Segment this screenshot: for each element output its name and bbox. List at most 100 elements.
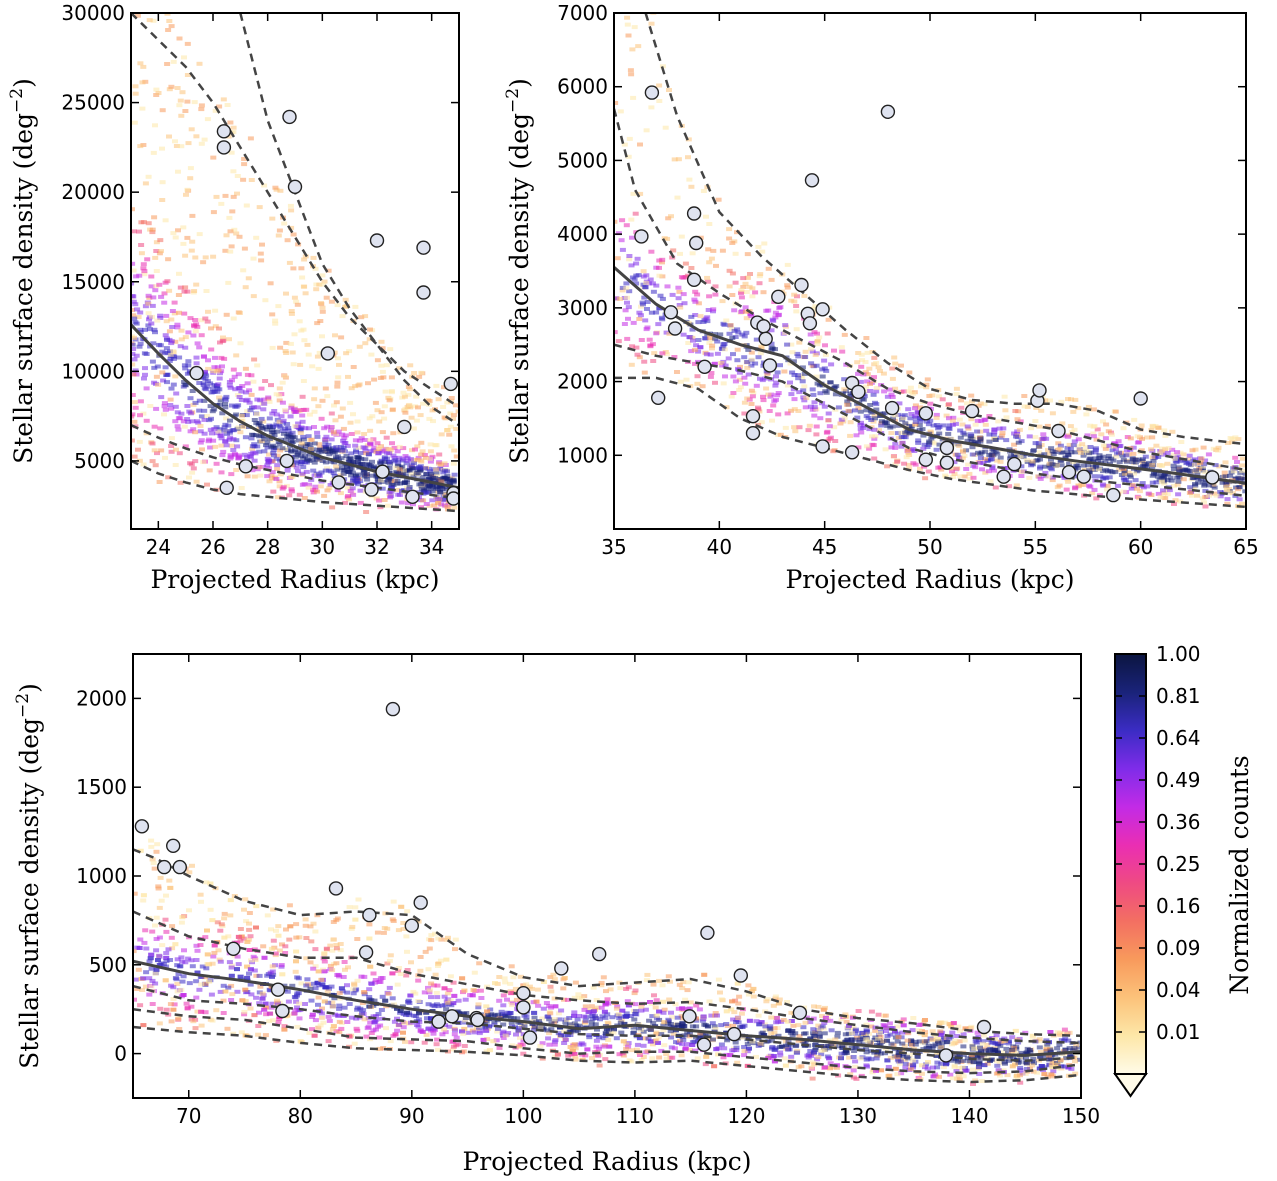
density-cell: [232, 387, 239, 392]
density-cell: [131, 362, 136, 367]
density-cell: [136, 273, 143, 278]
density-cell: [334, 380, 341, 385]
density-cell: [368, 352, 375, 357]
density-cell: [149, 359, 156, 364]
data-point: [880, 104, 896, 120]
density-cell: [390, 431, 397, 436]
density-cell: [274, 495, 281, 500]
density-cell: [321, 279, 328, 284]
density-cell: [352, 443, 359, 448]
density-cell: [227, 249, 234, 254]
density-cell: [496, 975, 503, 979]
density-cell: [910, 391, 917, 396]
density-cell: [154, 364, 161, 369]
density-cell: [266, 452, 272, 457]
density-cell: [302, 460, 309, 465]
density-cell: [988, 453, 995, 458]
density-cell: [192, 400, 199, 405]
density-cell: [311, 409, 318, 414]
density-cell: [400, 446, 407, 451]
density-cell: [710, 307, 717, 312]
density-cell: [196, 345, 203, 350]
density-cell: [250, 256, 257, 261]
density-cell: [451, 448, 458, 453]
data-point: [405, 489, 420, 504]
density-cell: [399, 472, 406, 477]
density-cell: [614, 219, 618, 224]
density-cell: [158, 294, 165, 299]
density-cell: [134, 13, 141, 18]
density-cell: [954, 1034, 961, 1038]
density-cell: [346, 470, 353, 475]
density-cell: [668, 1010, 674, 1015]
density-cell: [852, 1059, 859, 1064]
density-cell: [180, 419, 187, 424]
density-cell: [301, 257, 308, 262]
density-cell: [192, 1026, 199, 1031]
density-cell: [1091, 474, 1098, 479]
density-cell: [838, 345, 845, 350]
density-cell: [288, 225, 295, 230]
density-cell: [790, 387, 797, 392]
density-cell: [375, 1012, 382, 1016]
density-cell: [826, 1038, 833, 1043]
density-cell: [1193, 468, 1200, 473]
density-cell: [191, 100, 198, 105]
density-cell: [857, 409, 864, 414]
density-cell: [182, 444, 189, 449]
density-cell: [596, 1063, 603, 1068]
density-cell: [828, 1028, 835, 1033]
density-cell: [1131, 471, 1137, 476]
density-cell: [322, 468, 329, 473]
density-cell: [771, 1026, 778, 1031]
density-cell: [170, 231, 177, 236]
density-cell: [827, 380, 834, 385]
density-cell: [858, 430, 865, 435]
density-cell: [318, 416, 325, 421]
density-cell: [730, 352, 736, 357]
density-cell: [1075, 406, 1082, 411]
data-point: [964, 403, 980, 419]
density-cell: [814, 1057, 821, 1062]
density-cell: [1162, 433, 1169, 438]
density-cell: [876, 428, 882, 433]
density-cell: [597, 1017, 603, 1022]
density-cell: [996, 1061, 1003, 1066]
density-cell: [992, 438, 999, 442]
density-cell: [624, 300, 630, 305]
density-cell: [1037, 476, 1044, 481]
density-cell: [264, 427, 271, 432]
density-cell: [843, 1019, 850, 1024]
density-cell: [841, 332, 848, 337]
density-cell: [354, 430, 361, 435]
density-cell: [678, 234, 685, 239]
density-cell: [1114, 483, 1121, 488]
density-cell: [156, 905, 163, 910]
density-cell: [1071, 427, 1078, 432]
density-cell: [1085, 463, 1092, 468]
density-cell: [882, 447, 889, 452]
density-cell: [185, 359, 192, 364]
density-cell: [1021, 394, 1028, 398]
density-cell: [895, 412, 902, 417]
density-cell: [352, 438, 359, 443]
density-cell: [623, 281, 630, 286]
density-cell: [977, 456, 984, 460]
density-cell: [294, 302, 301, 307]
density-cell: [451, 472, 458, 477]
density-cell: [648, 105, 655, 110]
density-cell: [182, 253, 189, 258]
density-cell: [624, 22, 631, 27]
density-cell: [366, 337, 373, 342]
density-cell: [344, 443, 351, 448]
density-cell: [146, 18, 153, 23]
density-cell: [729, 241, 736, 245]
density-cell: [793, 327, 800, 332]
density-cell: [878, 419, 885, 424]
density-cell: [192, 459, 199, 464]
density-cell: [164, 62, 171, 66]
density-cell: [362, 446, 369, 451]
density-cell: [1070, 443, 1077, 448]
density-cell: [1056, 446, 1063, 451]
density-cell: [328, 299, 335, 304]
